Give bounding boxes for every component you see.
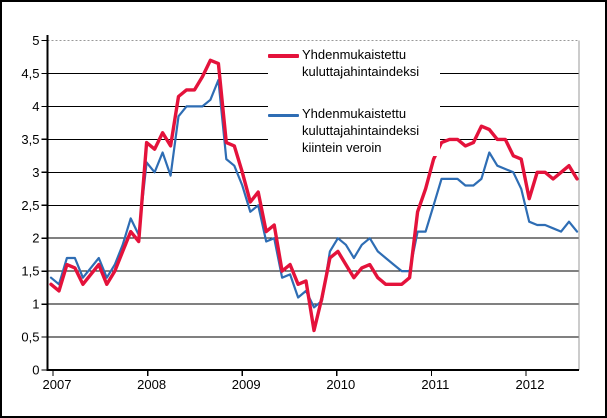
legend-label-hicp: Yhdenmukaistettu kuluttajahintaindeksi	[299, 46, 440, 80]
y-tick-label-1: 1	[32, 297, 39, 312]
y-tick-label-1,5: 1,5	[21, 264, 39, 279]
y-tick-label-3,5: 3,5	[21, 132, 39, 147]
y-tick-label-2,5: 2,5	[21, 198, 39, 213]
blue-series-sample-line	[268, 114, 299, 117]
y-tick-label-5: 5	[32, 33, 39, 48]
legend-entry-hicp-ct: Yhdenmukaistettu kuluttajahintaindeksi k…	[268, 105, 440, 156]
x-tick-label-2010: 2010	[326, 377, 355, 392]
x-tick-label-2009: 2009	[232, 377, 261, 392]
y-tick-label-0,5: 0,5	[21, 330, 39, 345]
x-tick-label-2008: 2008	[137, 377, 166, 392]
y-tick-label-4: 4	[32, 99, 39, 114]
x-tick-label-2007: 2007	[43, 377, 72, 392]
legend-label-hicp-ct: Yhdenmukaistettu kuluttajahintaindeksi k…	[299, 105, 440, 156]
red-series-line	[49, 58, 579, 333]
x-tick-label-2012: 2012	[516, 377, 545, 392]
y-tick-label-4,5: 4,5	[21, 66, 39, 81]
y-tick-label-3: 3	[32, 165, 39, 180]
red-series-sample-line	[268, 54, 299, 58]
legend-entry-hicp: Yhdenmukaistettu kuluttajahintaindeksi	[268, 46, 440, 80]
x-tick-label-2011: 2011	[421, 377, 449, 392]
y-tick-label-2: 2	[32, 231, 39, 246]
y-tick-label-0: 0	[32, 363, 39, 378]
